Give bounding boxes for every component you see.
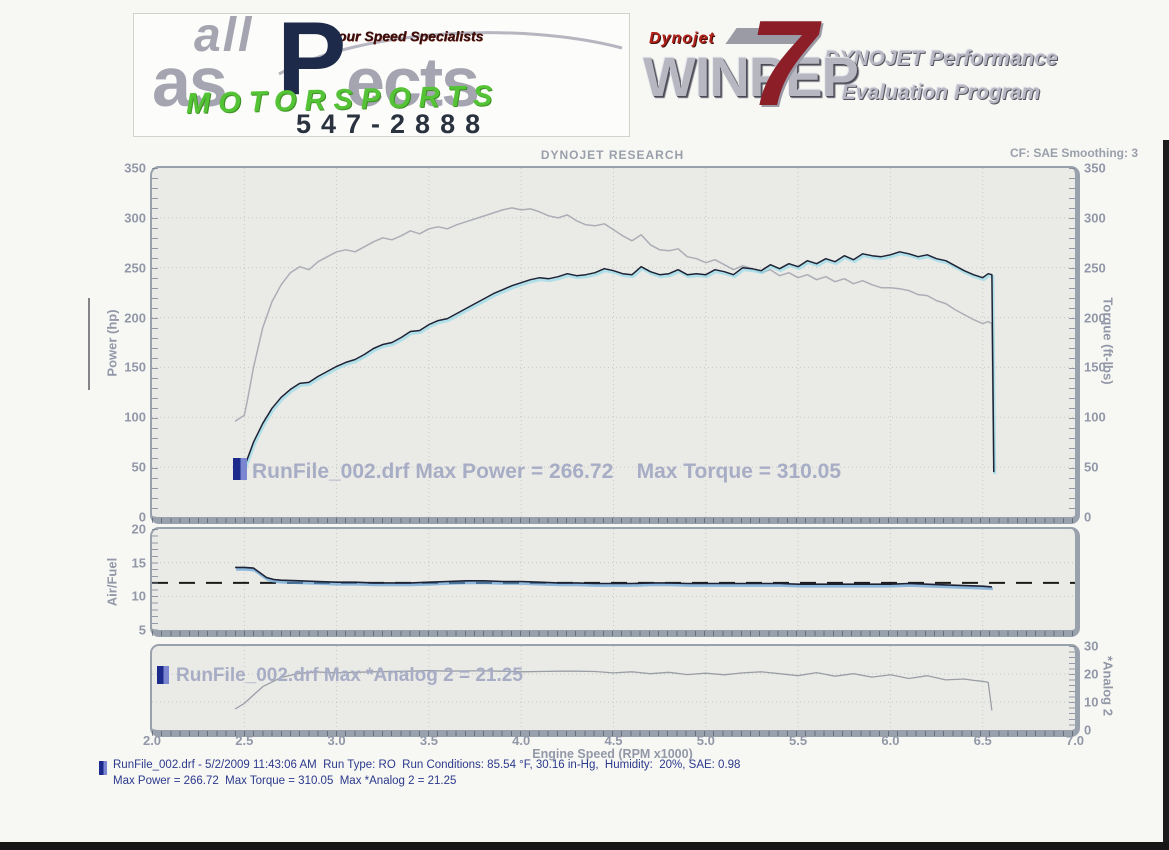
axis-tick-label: 2.5 [235, 733, 254, 748]
air-fuel-axis-label: Air/Fuel [104, 557, 120, 607]
air-fuel-axis-ticks: 20 15 10 5 [102, 522, 146, 638]
winpep-subtitle-line1: DYNOJET Performance [824, 47, 1058, 70]
axis-tick-label: 10 [131, 588, 146, 604]
winpep-wordmark: WINPEP [643, 45, 859, 108]
minor-ticks-left [152, 529, 158, 630]
scan-artifact-line [88, 298, 90, 390]
air-fuel-plot [152, 529, 1075, 630]
axis-tick-label: 7.0 [1065, 733, 1085, 748]
shop-phone: 547-2888 [296, 109, 491, 139]
axis-tick-label: 0 [1084, 722, 1092, 738]
scan-edge-bottom [0, 842, 1169, 850]
axis-tick-label: 2.0 [142, 733, 162, 748]
axis-tick-label: 50 [131, 459, 146, 475]
axis-tick-label: 5.0 [696, 733, 715, 748]
power-axis-label: Power (hp) [104, 309, 120, 377]
winpep-seven: 7 [749, 0, 817, 131]
axis-tick-label: 6.0 [881, 733, 900, 748]
axis-tick-label: 100 [1084, 409, 1106, 425]
axis-tick-label: 5.5 [789, 733, 808, 748]
minor-ticks-right [1069, 646, 1075, 730]
axis-tick-label: 250 [1084, 260, 1106, 276]
axis-tick-label: 3.5 [419, 733, 438, 748]
power-torque-chart [150, 166, 1080, 524]
axis-tick-label: 250 [124, 260, 146, 276]
torque-axis-label: Torque (ft-lbs) [1100, 297, 1116, 385]
shop-name-all: all [194, 9, 254, 62]
max-analog2-annotation: RunFile_002.drf Max *Analog 2 = 21.25 [176, 665, 523, 686]
run-info-line1: RunFile_002.drf - 5/2/2009 11:43:06 AM R… [113, 759, 741, 771]
scan-edge-right [1163, 140, 1169, 850]
minor-ticks-right [1069, 168, 1075, 517]
dynojet-small-logo: Dynojet [649, 30, 715, 47]
axis-tick-label: 200 [1084, 310, 1106, 326]
correction-smoothing-label: CF: SAE Smoothing: 3 [1010, 146, 1138, 160]
logo-swoosh [278, 31, 623, 76]
analog2-axis-label: *Analog 2 [1100, 656, 1116, 716]
air-fuel-chart [150, 527, 1080, 637]
axis-tick-label: 10 [1084, 694, 1099, 710]
axis-tick-label: 300 [1084, 210, 1106, 226]
analog2-chart [150, 644, 1080, 737]
winpep-subtitle: DYNOJET Performance Evaluation Program [821, 42, 1061, 110]
power-torque-plot [152, 168, 1075, 517]
axis-tick-label: 350 [124, 160, 146, 176]
chart-title: DYNOJET RESEARCH [540, 148, 685, 162]
axis-tick-label: 350 [1084, 160, 1106, 176]
power-axis-ticks: 350 300 250 200 150 100 50 0 [102, 161, 146, 525]
minor-ticks-bottom [152, 631, 1075, 636]
max-power-torque-annotation: RunFile_002.drf Max Power = 266.72 Max T… [252, 460, 842, 483]
rpm-axis-ticks: 2.0 2.5 3.0 3.5 4.0 4.5 5.0 5.5 6.0 6.5 7.0 [143, 733, 1084, 749]
axis-tick-label: 5 [138, 622, 146, 638]
axis-tick-label: 0 [1084, 509, 1092, 525]
shop-tagline: Your Speed Specialists [329, 28, 484, 44]
shop-name-as: as [152, 43, 228, 121]
axis-tick-label: 4.5 [604, 733, 623, 748]
minor-ticks-left [152, 168, 158, 517]
shop-name-p: P [277, 1, 347, 117]
axis-tick-label: 4.0 [512, 733, 531, 748]
axis-tick-label: 50 [1084, 459, 1099, 475]
axis-tick-label: 15 [131, 555, 146, 571]
analog2-axis-ticks: 30 20 10 0 [1084, 639, 1128, 738]
minor-ticks-bottom [152, 731, 1075, 736]
winpep-subtitle-line2: Evaluation Program [841, 81, 1041, 104]
winpep-logo: Dynojet WINPEP 7 DYNOJET Performance Eva… [643, 2, 1063, 133]
run-legend-marker [157, 666, 169, 684]
axis-tick-label: 30 [1084, 638, 1099, 654]
shop-logo: all Your Speed Specialists as P ects MOT… [133, 1, 630, 139]
axis-tick-label: 20 [1084, 666, 1099, 682]
axis-tick-label: 100 [124, 409, 146, 425]
rpm-axis-label: Engine Speed (RPM x1000) [532, 747, 693, 761]
axis-tick-label: 0 [138, 509, 146, 525]
axis-tick-label: 300 [124, 210, 146, 226]
run-legend-marker [99, 761, 107, 775]
minor-ticks-bottom [152, 518, 1075, 523]
torque-axis-ticks: 350 300 250 200 150 100 50 0 [1084, 161, 1128, 525]
axis-tick-label: 150 [124, 359, 146, 375]
axis-tick-label: 150 [1084, 359, 1106, 375]
axis-tick-label: 6.5 [973, 733, 992, 748]
run-legend-marker [233, 458, 247, 480]
axis-tick-label: 20 [131, 521, 146, 537]
run-info-line2: Max Power = 266.72 Max Torque = 310.05 M… [113, 775, 457, 787]
axis-tick-label: 3.0 [327, 733, 346, 748]
shop-name-ects: ects [346, 43, 480, 121]
axis-tick-label: 200 [124, 310, 146, 326]
analog2-plot [152, 646, 1075, 730]
